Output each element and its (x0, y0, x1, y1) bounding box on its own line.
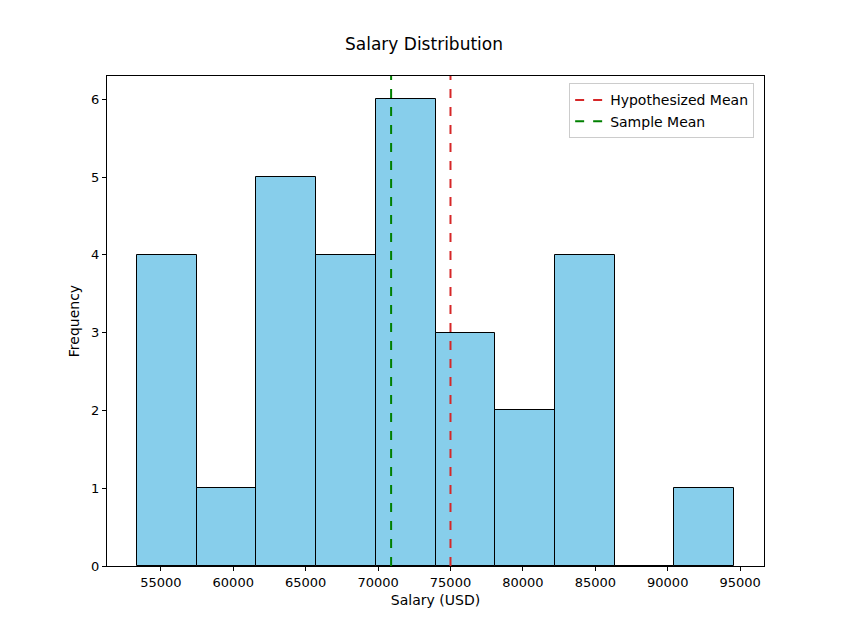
svg-text:95000: 95000 (719, 575, 760, 590)
svg-text:55000: 55000 (140, 575, 181, 590)
svg-text:2: 2 (91, 403, 99, 418)
svg-text:6: 6 (91, 92, 99, 107)
svg-text:3: 3 (91, 325, 99, 340)
svg-text:Salary Distribution: Salary Distribution (345, 34, 503, 54)
svg-text:75000: 75000 (430, 575, 471, 590)
svg-text:5: 5 (91, 170, 99, 185)
svg-text:70000: 70000 (357, 575, 398, 590)
svg-text:Hypothesized Mean: Hypothesized Mean (610, 92, 748, 108)
svg-text:80000: 80000 (502, 575, 543, 590)
svg-text:65000: 65000 (285, 575, 326, 590)
svg-text:Sample Mean: Sample Mean (610, 114, 705, 130)
svg-text:1: 1 (91, 481, 99, 496)
svg-text:0: 0 (91, 559, 99, 574)
svg-text:Salary (USD): Salary (USD) (391, 592, 480, 608)
svg-text:4: 4 (91, 247, 99, 262)
svg-text:60000: 60000 (213, 575, 254, 590)
svg-text:85000: 85000 (575, 575, 616, 590)
svg-text:90000: 90000 (647, 575, 688, 590)
svg-text:Frequency: Frequency (66, 285, 82, 357)
